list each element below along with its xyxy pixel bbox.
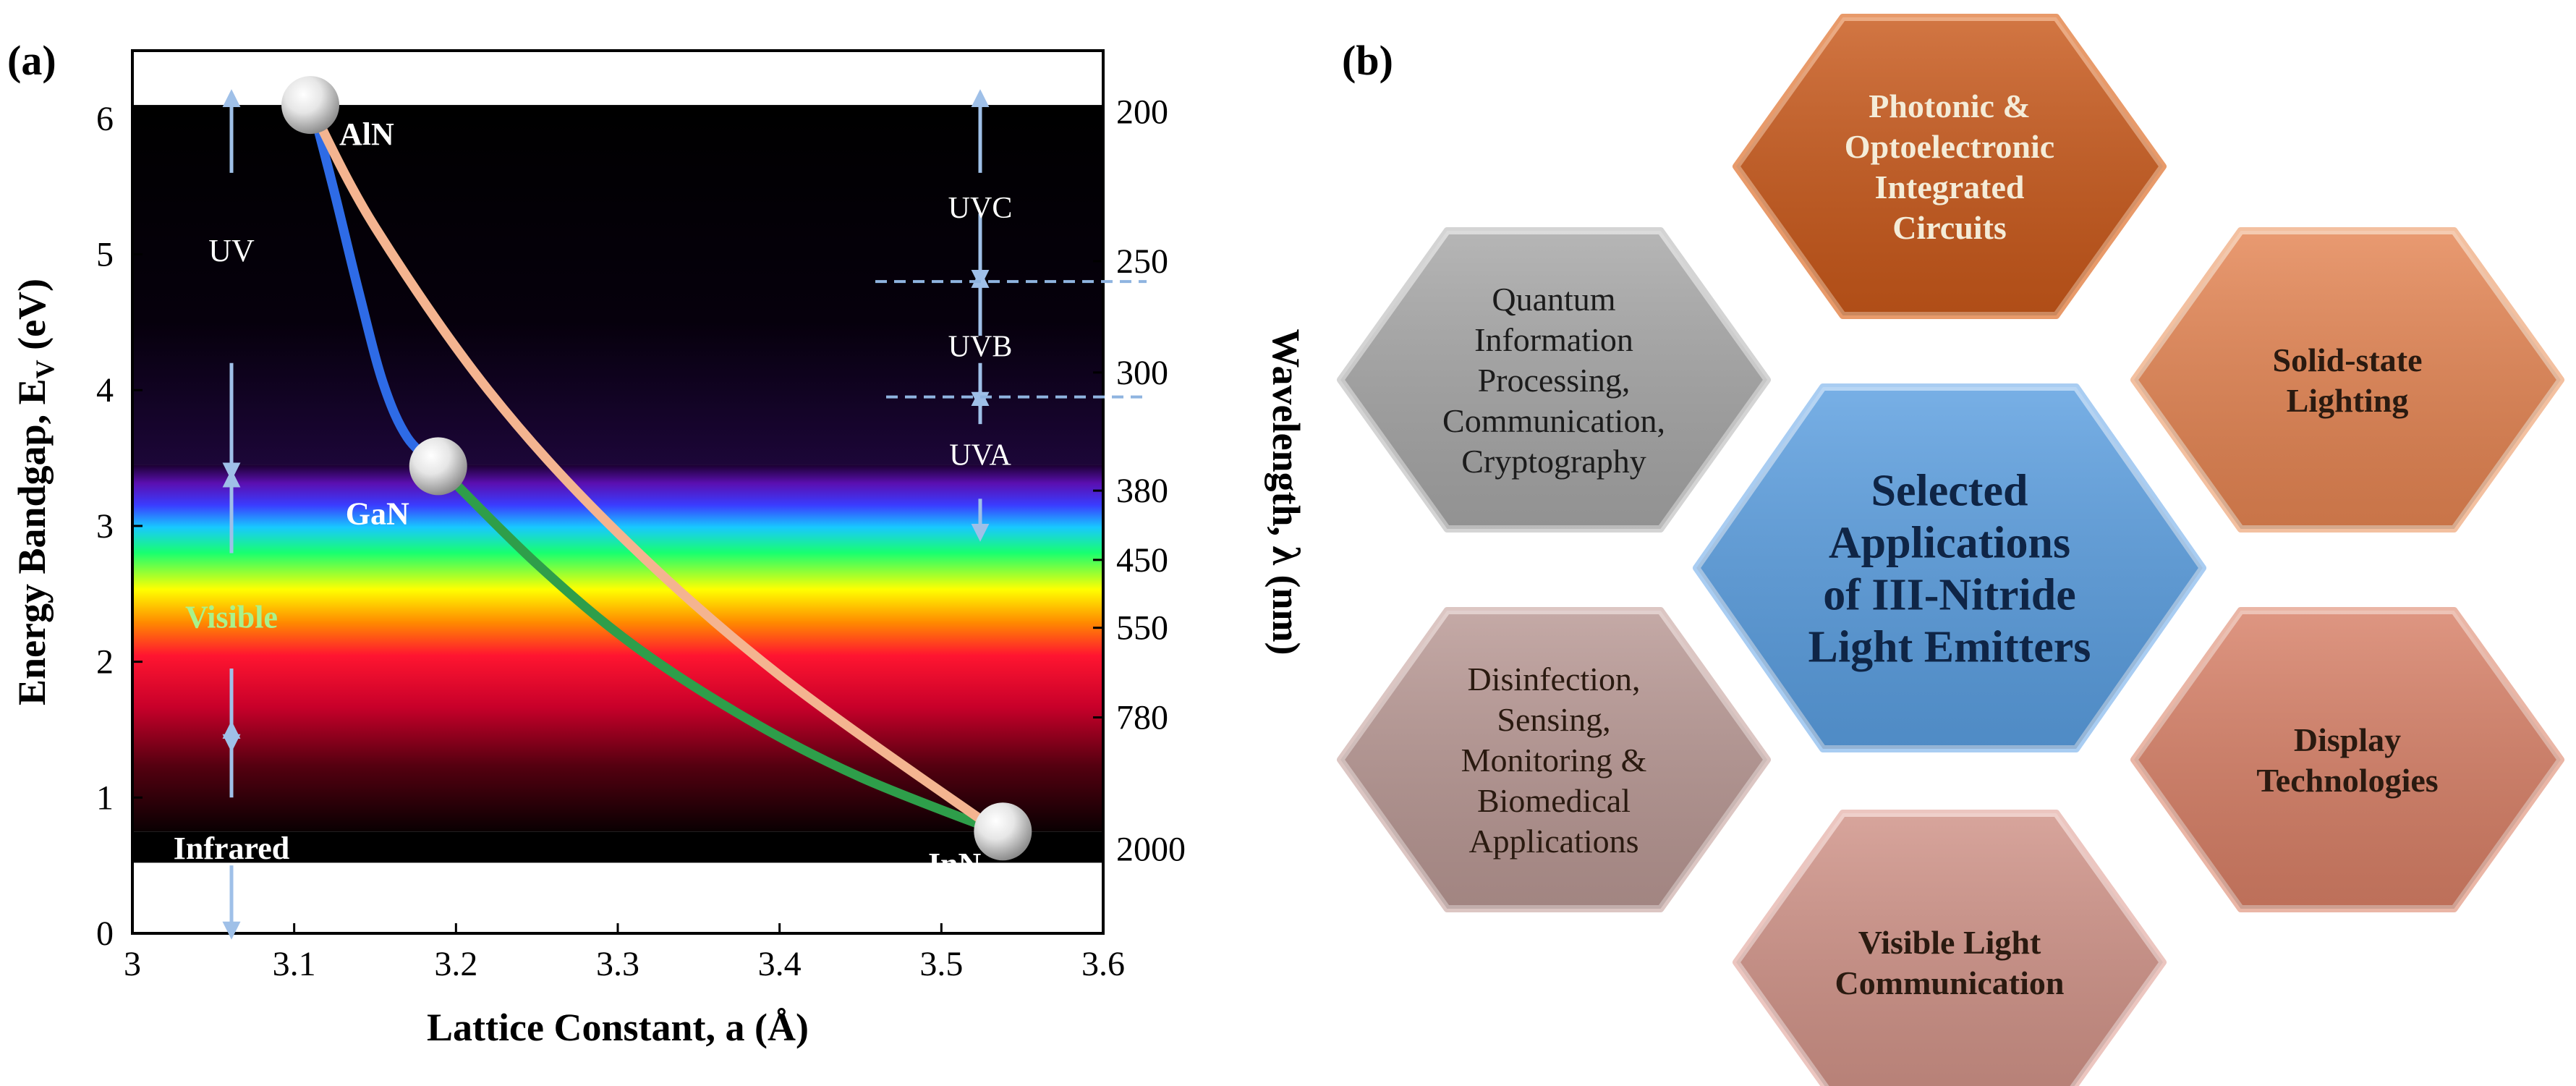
infrared-label: Infrared [174, 831, 290, 866]
x-axis-title: Lattice Constant, a (Å) [427, 1006, 809, 1049]
y-tick-label: 3 [96, 507, 114, 546]
y-axis-title-sub: V [30, 360, 59, 378]
visible-label: Visible [185, 600, 278, 635]
hex-photonic-text-line: Circuits [1892, 209, 2007, 246]
hex-photonic: Photonic & Optoelectronic Integrated Circui… [1733, 14, 2167, 319]
y-tick-label: 0 [96, 915, 114, 953]
hex-center-text-line: Selected [1871, 467, 2028, 516]
hex-center-text-line: Applications [1829, 519, 2070, 568]
y-tick-label: 4 [96, 371, 114, 410]
hex-quantum-text-line: Cryptography [1461, 443, 1646, 480]
hex-solid-state-text-line: Lighting [2287, 382, 2409, 419]
x-tick-label: 3.3 [596, 945, 639, 983]
hex-center-text-line: of III-Nitride [1823, 571, 2076, 620]
hex-center-shade [1696, 387, 2203, 749]
uv-label: UV [208, 233, 255, 268]
y2-tick-label: 2000 [1116, 831, 1186, 869]
hex-disinfection-text-line: Disinfection, [1468, 661, 1641, 697]
uvc-label: UVC [948, 192, 1013, 225]
x-tick-label: 3.4 [758, 945, 802, 983]
y2-tick-label: 250 [1116, 242, 1168, 281]
y2-axis-title: Wavelength, λ (nm) [1264, 328, 1308, 655]
panel-b-tag: (b) [1342, 37, 1393, 84]
y2-tick-label: 200 [1116, 93, 1168, 131]
hex-solid-state-text-line: Solid-state [2273, 342, 2423, 378]
point-gan [409, 437, 467, 496]
hex-quantum-shade [1340, 231, 1767, 529]
hex-disinfection: Disinfection, Sensing, Monitoring &Biomedi… [1337, 607, 1771, 912]
hex-vlc-text-line: Visible Light [1858, 924, 2041, 961]
hex-solid-state: Solid-state Lighting [2130, 227, 2564, 533]
hex-disinfection-text-line: Applications [1468, 823, 1638, 860]
y2-tick-label: 780 [1116, 699, 1168, 737]
hex-center-text-line: Light Emitters [1808, 623, 2091, 672]
hex-quantum-text-line: Quantum [1492, 281, 1615, 318]
hex-quantum-text-line: Processing, [1478, 362, 1631, 399]
y-axis-ticks: 0 1 2 3 4 5 6 [96, 100, 143, 953]
point-label-inn: InN [928, 847, 982, 882]
x-tick-label: 3.6 [1081, 945, 1125, 983]
hex-display: Display Technologies [2130, 607, 2564, 912]
hex-display-text-line: Technologies [2256, 762, 2438, 799]
hex-photonic-text-line: Integrated [1875, 169, 2025, 205]
curve-alinn [309, 106, 1003, 836]
x-axis-ticks: 3 3.1 3.2 3.3 3.4 3.5 3.6 [124, 923, 1125, 983]
y-axis-title-unit: (eV) [10, 279, 54, 360]
point-aln [281, 76, 340, 135]
y2-tick-label: 380 [1116, 472, 1168, 510]
y-tick-label: 1 [96, 779, 114, 817]
bandgap-chart: AlN GaN InN UV Visible Infrared UVC UVB UV… [10, 49, 1308, 1049]
alloy-curves [309, 106, 1003, 836]
uvb-label: UVB [948, 330, 1013, 363]
hex-disinfection-text-line: Monitoring & [1461, 742, 1647, 779]
visible-band [132, 464, 1103, 832]
hex-quantum-text-line: Communication, [1442, 402, 1665, 439]
hex-photonic-shade [1736, 17, 2163, 315]
y-axis-title: Energy Bandgap, EV (eV) [10, 279, 59, 705]
point-label-gan: GaN [346, 496, 409, 531]
x-tick-label: 3 [124, 945, 141, 983]
y2-axis-ticks: 200 250 300 380 450 550 780 2000 [1093, 93, 1186, 869]
curve-algan [309, 106, 443, 471]
hex-display-text-line: Display [2294, 721, 2401, 758]
uv-band [132, 105, 1103, 465]
point-label-aln: AlN [339, 116, 394, 152]
hex-vlc-text-line: Communication [1835, 964, 2065, 1001]
y-tick-label: 5 [96, 236, 114, 274]
binary-compound-points: AlN GaN InN [281, 76, 1032, 882]
hex-solid-state-shade [2134, 231, 2561, 529]
hex-disinfection-shade [1340, 611, 1767, 909]
y2-tick-label: 550 [1116, 609, 1168, 648]
panel-a-tag: (a) [7, 37, 56, 84]
infrared-band [132, 831, 1103, 863]
applications-diagram: Photonic & Optoelectronic Integrated Circui… [1337, 14, 2564, 1086]
hex-display-shade [2134, 611, 2561, 909]
uva-label: UVA [949, 438, 1011, 472]
hex-disinfection-text-line: Biomedical [1477, 782, 1631, 819]
y2-tick-label: 300 [1116, 354, 1168, 392]
hex-vlc-shade [1736, 813, 2163, 1086]
y-tick-label: 2 [96, 643, 114, 682]
y-axis-title-main: Energy Bandgap, E [10, 378, 54, 705]
hex-photonic-text-line: Optoelectronic [1845, 128, 2054, 165]
region-annotations [222, 89, 1147, 940]
x-tick-label: 3.2 [434, 945, 477, 983]
point-inn [974, 802, 1032, 861]
x-tick-label: 3.1 [273, 945, 316, 983]
hex-disinfection-text-line: Sensing, [1497, 701, 1610, 738]
y2-tick-label: 450 [1116, 541, 1168, 580]
curve-ingan [433, 461, 1003, 836]
x-tick-label: 3.5 [919, 945, 963, 983]
hex-photonic-text-line: Photonic & [1869, 88, 2031, 124]
y-tick-label: 6 [96, 100, 114, 138]
hex-quantum-text-line: Information [1474, 321, 1633, 358]
